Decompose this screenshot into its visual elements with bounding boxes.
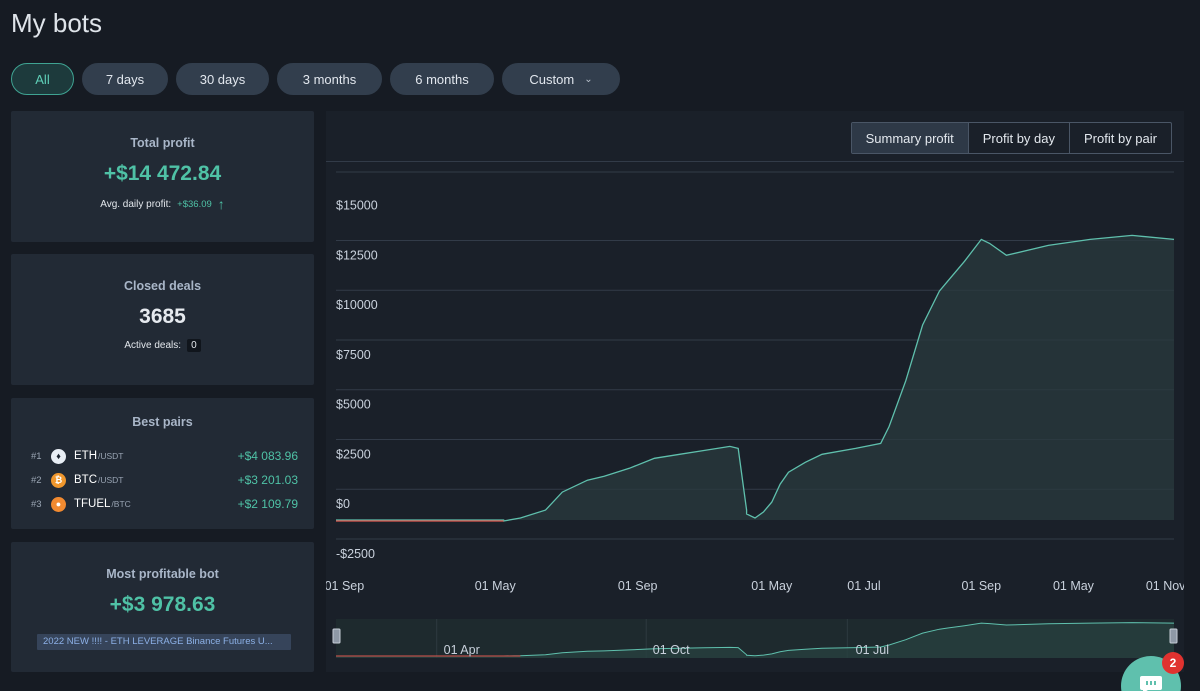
active-deals-value: 0 xyxy=(187,339,201,352)
filter-3-months-button[interactable]: 3 months xyxy=(277,63,382,95)
profit-chart: $15000 $12500 $10000 $7500 $5000 $2500 $0 -$250… xyxy=(326,171,1184,658)
pair-base: BTC xyxy=(74,474,97,486)
tab-summary-profit[interactable]: Summary profit xyxy=(851,123,968,153)
chart-tabs: Summary profit Profit by day Profit by p… xyxy=(850,122,1172,154)
pair-base: ETH xyxy=(74,450,97,462)
pair-quote: /USDT xyxy=(98,451,124,461)
btc-coin-icon: ₿ xyxy=(51,472,66,488)
total-profit-title: Total profit xyxy=(130,136,195,150)
most-profitable-bot-value: +$3 978.63 xyxy=(109,593,216,616)
navigator-tick-label: 01 Apr xyxy=(444,643,480,657)
arrow-up-icon: ↑ xyxy=(217,196,225,212)
x-tick-label: 01 Nov xyxy=(1146,579,1184,593)
filter-all-button[interactable]: All xyxy=(11,63,74,95)
active-deals-row: Active deals: 0 xyxy=(11,339,314,352)
navigator-tick-label: 01 Oct xyxy=(653,643,690,657)
page-title: My bots xyxy=(11,8,103,38)
y-tick-label: -$2500 xyxy=(336,547,375,561)
pair-quote: /USDT xyxy=(98,475,124,485)
bot-name-link[interactable]: 2022 NEW !!!! - ETH LEVERAGE Binance Fut… xyxy=(37,634,291,650)
profit-chart-panel: $15000 $12500 $10000 $7500 $5000 $2500 $0 -$250… xyxy=(326,111,1184,672)
pair-row[interactable]: #3 ● TFUEL /BTC +$2 109.79 xyxy=(31,494,298,514)
y-tick-label: $10000 xyxy=(336,298,378,312)
chevron-down-icon: ⌄ xyxy=(584,73,593,85)
profit-area xyxy=(336,235,1174,521)
x-tick-label: 01 Sep xyxy=(326,579,364,593)
closed-deals-value: 3685 xyxy=(139,305,186,328)
avg-daily-profit-row: Avg. daily profit: +$36.09 ↑ xyxy=(11,196,314,212)
eth-coin-icon: ♦ xyxy=(51,448,66,464)
closed-deals-title: Closed deals xyxy=(123,279,202,293)
most-profitable-bot-card: Most profitable bot +$3 978.63 2022 NEW … xyxy=(11,542,314,672)
y-tick-label: $15000 xyxy=(336,199,378,213)
pair-rank: #2 xyxy=(31,474,42,486)
pair-profit: +$3 201.03 xyxy=(237,473,298,487)
filter-custom-label: Custom xyxy=(529,71,575,87)
x-tick-label: 01 Sep xyxy=(618,579,658,593)
y-tick-label: $0 xyxy=(336,497,350,511)
navigator-right-handle[interactable] xyxy=(1169,628,1178,644)
x-tick-label: 01 May xyxy=(1053,579,1095,593)
pair-row[interactable]: #2 ₿ BTC /USDT +$3 201.03 xyxy=(31,470,298,490)
date-range-filters: All 7 days 30 days 3 months 6 months Cus… xyxy=(11,63,620,95)
navigator-left-handle[interactable] xyxy=(332,628,341,644)
navigator-line xyxy=(336,622,1175,657)
tab-profit-by-pair[interactable]: Profit by pair xyxy=(1069,123,1171,153)
x-tick-label: 01 Jul xyxy=(847,579,880,593)
best-pairs-title: Best pairs xyxy=(132,415,193,429)
profit-line xyxy=(336,234,1175,522)
pair-base: TFUEL xyxy=(74,498,111,510)
y-tick-label: $2500 xyxy=(336,447,371,461)
navigator-area xyxy=(336,622,1174,658)
pair-profit: +$2 109.79 xyxy=(237,497,298,511)
pair-rank: #3 xyxy=(31,498,42,510)
pair-row[interactable]: #1 ♦ ETH /USDT +$4 083.96 xyxy=(31,446,298,466)
y-tick-label: $5000 xyxy=(336,398,371,412)
chart-divider xyxy=(326,161,1184,162)
closed-deals-card: Closed deals 3685 Active deals: 0 xyxy=(11,254,314,385)
total-profit-value: +$14 472.84 xyxy=(103,162,222,185)
active-deals-label: Active deals: xyxy=(124,340,182,351)
tfuel-coin-icon: ● xyxy=(51,496,66,512)
filter-7-days-button[interactable]: 7 days xyxy=(82,63,168,95)
avg-daily-profit-value: +$36.09 xyxy=(177,198,212,210)
chat-icon xyxy=(1140,676,1162,691)
pair-quote: /BTC xyxy=(111,499,131,509)
pair-profit: +$4 083.96 xyxy=(237,449,298,463)
x-tick-label: 01 May xyxy=(475,579,517,593)
pair-rank: #1 xyxy=(31,450,42,462)
x-tick-label: 01 May xyxy=(751,579,793,593)
y-tick-label: $12500 xyxy=(336,248,378,262)
tab-profit-by-day[interactable]: Profit by day xyxy=(967,123,1069,153)
total-profit-card: Total profit +$14 472.84 Avg. daily prof… xyxy=(11,111,314,242)
navigator-tick-label: 01 Jul xyxy=(856,643,889,657)
most-profitable-bot-title: Most profitable bot xyxy=(106,567,219,581)
filter-6-months-button[interactable]: 6 months xyxy=(390,63,494,95)
filter-custom-dropdown[interactable]: Custom ⌄ xyxy=(502,63,620,95)
avg-daily-profit-label: Avg. daily profit: xyxy=(100,198,172,210)
chat-notification-badge: 2 xyxy=(1162,652,1184,674)
best-pairs-card: Best pairs #1 ♦ ETH /USDT +$4 083.96 #2 … xyxy=(11,398,314,529)
x-tick-label: 01 Sep xyxy=(961,579,1001,593)
filter-30-days-button[interactable]: 30 days xyxy=(176,63,269,95)
y-tick-label: $7500 xyxy=(336,348,371,362)
